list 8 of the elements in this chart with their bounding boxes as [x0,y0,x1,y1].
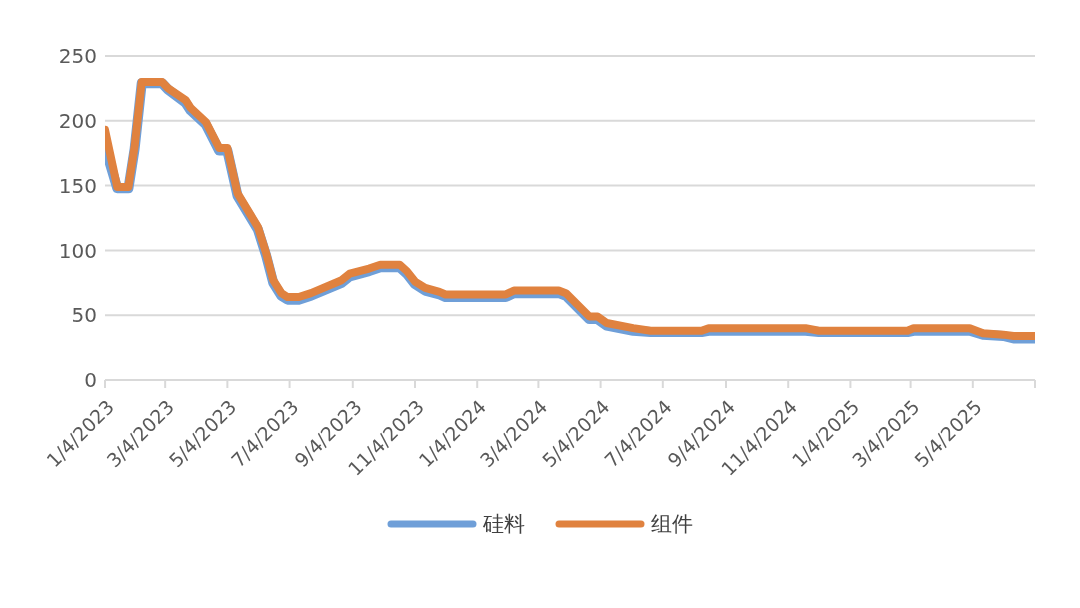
y-tick-label: 0 [84,368,97,393]
y-tick-label: 50 [71,303,97,328]
y-tick-label: 200 [58,108,97,133]
y-tick-label: 150 [58,173,97,198]
legend-label: 硅料 [483,511,525,538]
legend-label: 组件 [651,511,693,538]
y-tick-label: 250 [58,44,97,69]
y-tick-label: 100 [58,238,97,263]
